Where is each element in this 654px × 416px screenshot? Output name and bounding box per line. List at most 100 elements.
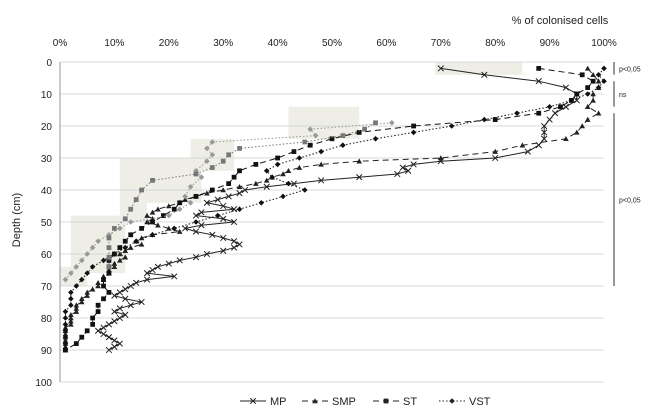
series-st-point [101, 283, 106, 289]
series-mp-point [541, 129, 548, 136]
series-smp-point [584, 116, 591, 122]
series-smp-point [73, 305, 80, 311]
series-mp-point [192, 228, 200, 235]
series-mp-point [399, 164, 406, 171]
series-vst-point [62, 315, 69, 321]
series-unlabelled-4-point [187, 200, 194, 206]
series-vst-point [340, 142, 346, 148]
significance-annotations: p<0,05 ns p<0,05 [613, 62, 641, 286]
series-smp-point [78, 299, 85, 305]
series-smp-point [62, 331, 69, 337]
series-mp-point [541, 122, 548, 130]
series-st-point [171, 206, 177, 212]
series-smp-point [68, 318, 74, 324]
series-vst-point [89, 264, 96, 270]
series-vst-point [111, 251, 118, 257]
series-smp-point [356, 158, 362, 164]
series-mp-point [290, 180, 298, 187]
series-mp-point [317, 177, 325, 184]
series-mp-point [220, 247, 227, 254]
series-vst-point [62, 334, 69, 340]
series-smp-point [84, 292, 90, 298]
series-mp-point [198, 209, 205, 216]
series-mp-point [143, 276, 151, 283]
series-mp-point [241, 186, 249, 194]
series-unlabelled-4-point [62, 276, 69, 283]
series-lines [62, 65, 607, 354]
series-smp-point [78, 296, 85, 302]
series-unlabelled-4-point [204, 158, 210, 164]
series-vst-point [296, 155, 303, 161]
series-vst-point [236, 206, 243, 212]
series-unlabelled-5-point [226, 152, 232, 158]
series-st-point [101, 296, 106, 302]
series-mp-point [138, 298, 145, 306]
series-vst-point [514, 110, 520, 116]
series-mp-point [100, 330, 107, 338]
y-tick-label: 40 [41, 186, 53, 197]
series-st-point [492, 117, 498, 122]
series-mp-point [94, 327, 102, 334]
series-vst-point [263, 168, 270, 174]
series-mp-point [209, 231, 216, 238]
series-smp-point [492, 148, 498, 154]
series-mp-point [111, 337, 118, 344]
series-st-point [177, 200, 183, 206]
series-smp-point [62, 337, 69, 343]
series-smp-point [73, 302, 80, 308]
series-st-point [536, 66, 542, 71]
series-mp-point [230, 218, 238, 226]
series-vst-point [410, 129, 417, 136]
series-st-point [106, 290, 112, 295]
series-st-point [160, 213, 166, 218]
series-st-point [579, 72, 585, 78]
series-vst-point [68, 296, 74, 302]
series-mp-point [573, 97, 580, 104]
series-st-point [275, 155, 280, 161]
y-tick-label: 90 [41, 346, 53, 357]
series-vst-point [62, 347, 69, 353]
series-st-point [291, 149, 297, 154]
tick-labels: 0% 10% 20% 30% 40% 50% 60% 70% 80% 90% 100% 0 10 20 30… [35, 38, 617, 389]
series-unlabelled-4-point [95, 238, 101, 244]
shaded-band [60, 266, 88, 286]
series-st-point [237, 168, 242, 174]
series-smp-point [117, 251, 123, 257]
series-smp-point [263, 177, 270, 183]
series-smp-point [236, 184, 243, 190]
series-mp-point [541, 135, 548, 142]
series-mp-point [203, 199, 211, 206]
y-tick-label: 70 [41, 282, 53, 293]
x-tick-label: 80% [485, 38, 505, 49]
series-st-point [150, 219, 155, 225]
series-unlabelled-5-point [193, 171, 199, 177]
series-mp-point [111, 292, 118, 299]
x-tick-label: 20% [159, 38, 179, 49]
series-unlabelled-4-point [187, 184, 194, 190]
series-unlabelled-5-point [122, 216, 128, 222]
series-vst-point [285, 180, 292, 187]
series-mp-point [524, 148, 531, 155]
y-tick-label: 60 [41, 250, 53, 261]
series-mp-point [116, 314, 123, 322]
shaded-band [288, 106, 360, 139]
series-st-point [356, 130, 362, 135]
series-vst-point [62, 328, 69, 334]
series-smp-point [204, 190, 210, 196]
series-mp-point [105, 334, 113, 341]
series-unlabelled-4-point [176, 206, 183, 212]
shaded-band [435, 62, 523, 75]
series-unlabelled-5-point [106, 245, 112, 250]
shaded-bands [60, 62, 523, 286]
series-unlabelled-4-point [73, 264, 80, 270]
series-unlabelled-4-point [209, 139, 216, 145]
series-unlabelled-4-point [117, 225, 123, 232]
series-mp-point [171, 273, 178, 280]
series-vst-point [269, 174, 275, 180]
x-tick-label: 10% [104, 38, 124, 49]
series-unlabelled-5-point [133, 197, 139, 202]
y-tick-label: 30 [41, 154, 53, 165]
series-mp-point [105, 321, 113, 328]
series-st-point [95, 309, 101, 314]
series-unlabelled-5-point [106, 254, 112, 260]
